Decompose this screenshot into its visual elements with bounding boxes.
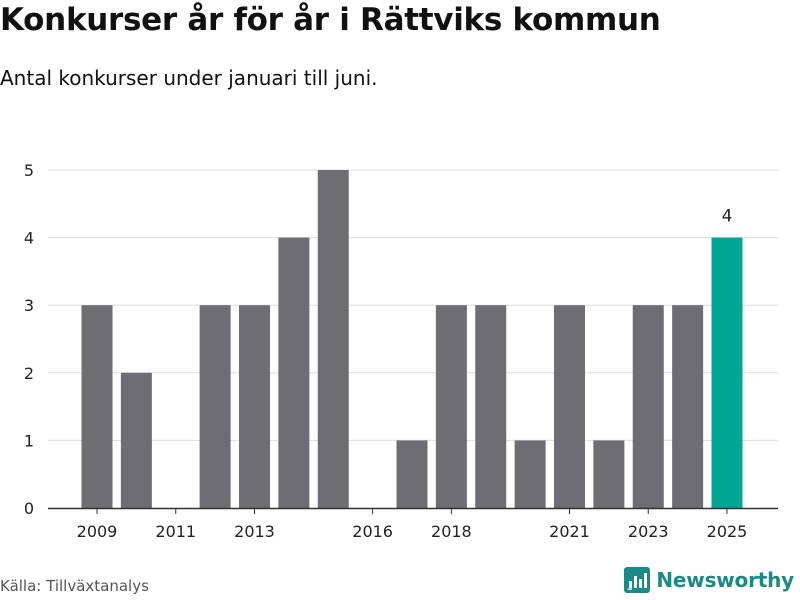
x-tick-label: 2023 bbox=[628, 522, 669, 541]
x-tick-label: 2013 bbox=[234, 522, 275, 541]
y-tick-label: 1 bbox=[24, 431, 34, 450]
x-tick-label: 2016 bbox=[352, 522, 393, 541]
y-tick-label: 0 bbox=[24, 499, 34, 518]
bar-2014 bbox=[278, 237, 310, 508]
source-note: Källa: Tillväxtanalys bbox=[0, 577, 149, 595]
bar-2018 bbox=[435, 305, 467, 508]
bar-2020 bbox=[514, 440, 546, 508]
y-tick-label: 3 bbox=[24, 296, 34, 315]
chart-subtitle: Antal konkurser under januari till juni. bbox=[0, 66, 378, 90]
bar-2010 bbox=[120, 372, 152, 508]
x-tick-label: 2021 bbox=[549, 522, 590, 541]
y-tick-label: 4 bbox=[24, 229, 34, 248]
x-tick-label: 2009 bbox=[77, 522, 118, 541]
bar-2025 bbox=[711, 237, 743, 508]
data-label: 4 bbox=[722, 207, 733, 227]
y-tick-label: 5 bbox=[24, 161, 34, 180]
bar-2023 bbox=[632, 305, 664, 508]
bar-2009 bbox=[81, 305, 113, 508]
bar-2021 bbox=[554, 305, 585, 508]
newsworthy-logo-icon bbox=[624, 567, 651, 593]
bar-2019 bbox=[475, 305, 507, 508]
y-tick-label: 2 bbox=[24, 364, 34, 383]
bar-2022 bbox=[593, 440, 625, 508]
x-tick-label: 2025 bbox=[707, 522, 748, 541]
bar-2012 bbox=[199, 305, 231, 508]
bar-2015 bbox=[317, 170, 349, 508]
x-tick-label: 2018 bbox=[431, 522, 472, 541]
brand-logo: Newsworthy bbox=[624, 567, 794, 593]
chart-title: Konkurser år för år i Rättviks kommun bbox=[0, 2, 661, 38]
bar-2013 bbox=[239, 305, 270, 508]
brand-name: Newsworthy bbox=[656, 568, 794, 592]
x-tick-label: 2011 bbox=[155, 522, 196, 541]
bar-2017 bbox=[396, 440, 428, 508]
bar-2024 bbox=[672, 305, 704, 508]
